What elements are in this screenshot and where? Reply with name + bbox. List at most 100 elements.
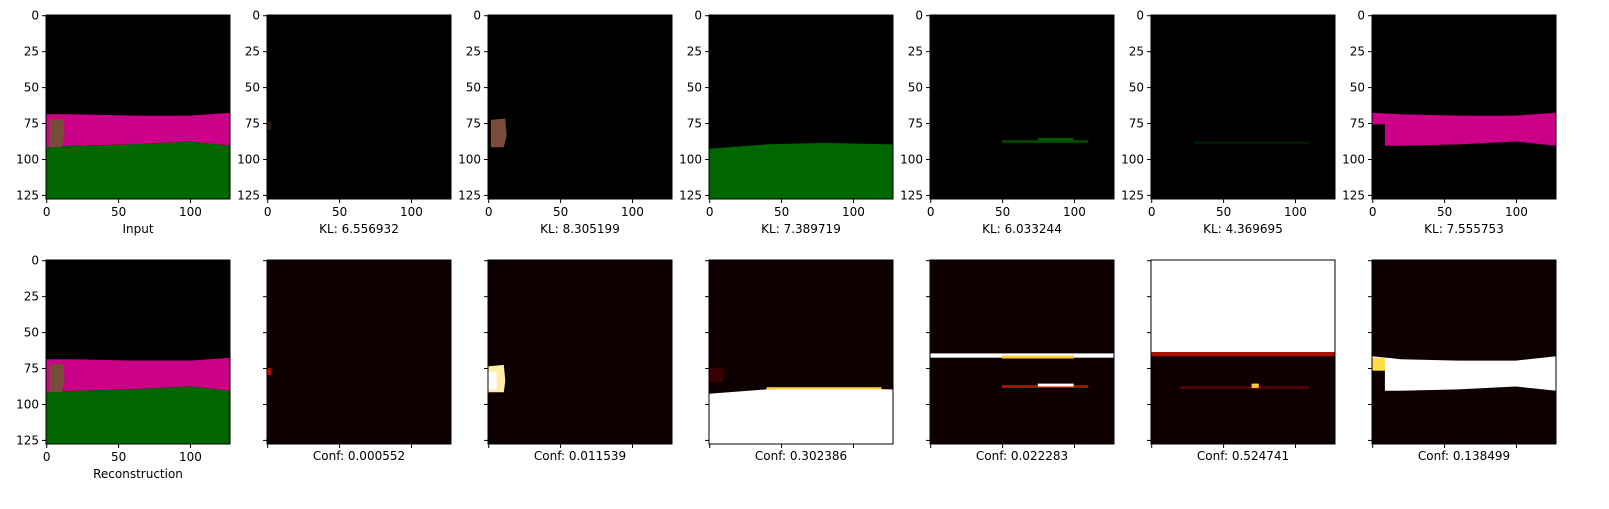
y-tick-label: 50 [1129,81,1144,95]
y-tick-label: 0 [1136,9,1144,23]
panel-caption: KL: 6.556932 [319,222,399,236]
y-tick-label: 50 [908,81,923,95]
panel-caption: Conf: 0.022283 [976,449,1068,463]
green-region [46,386,230,444]
axes-frame [45,14,231,200]
green-line [1194,141,1310,144]
confidence-bottom-line [1001,385,1089,388]
axes-frame [45,259,231,445]
y-tick-label: 25 [24,290,39,304]
panel-caption: Conf: 0.011539 [534,449,626,463]
panel-caption: KL: 7.555753 [1424,222,1504,236]
axes-frame [1150,259,1336,445]
panel-bottom-row-5: Conf: 0.524741 [1147,259,1336,463]
x-tick-label: 50 [995,205,1010,219]
axes-frame [929,259,1115,445]
x-tick-label: 100 [179,450,202,464]
axes-frame [708,259,894,445]
y-tick-label: 0 [694,9,702,23]
panel-bottom-row-1: Conf: 0.000552 [263,259,452,463]
y-tick-label: 0 [31,254,39,268]
x-tick-label: 0 [43,450,51,464]
image-background [1151,15,1335,199]
image-background [1372,15,1556,199]
confidence-bottom-peak [1037,383,1074,387]
axes-frame [1371,14,1557,200]
y-tick-label: 100 [237,152,260,166]
y-tick-label: 50 [687,81,702,95]
axes-frame [266,259,452,445]
confidence-core [488,372,497,390]
confidence-top-edge [1001,355,1074,359]
green-line-peak [1037,137,1074,142]
pink-region [46,357,230,393]
x-tick-label: 0 [927,205,935,219]
panel-bottom-row-3: Conf: 0.302386 [705,259,894,463]
x-tick-label: 50 [774,205,789,219]
x-tick-label: 50 [1216,205,1231,219]
panel-top-row-3: 0 50 100 0 25 50 75 100 125 KL: 7.389719 [679,9,894,236]
y-tick-label: 125 [458,188,481,202]
y-tick-label: 25 [1350,45,1365,59]
y-tick-label: 125 [16,433,39,447]
x-tick-label: 50 [553,205,568,219]
panel-caption: Input [122,222,153,236]
y-tick-label: 125 [900,188,923,202]
y-tick-label: 0 [1357,9,1365,23]
y-tick-label: 100 [900,152,923,166]
brown-region [490,118,507,148]
panel-caption: Reconstruction [93,467,183,481]
y-tick-label: 25 [687,45,702,59]
x-tick-label: 50 [111,450,126,464]
green-region [709,142,893,199]
axes-frame [266,14,452,200]
image-background [488,260,672,444]
y-tick-label: 0 [473,9,481,23]
x-tick-label: 100 [842,205,865,219]
y-tick-label: 75 [245,117,260,131]
panel-caption: Conf: 0.138499 [1418,449,1510,463]
y-tick-label: 125 [1342,188,1365,202]
panel-bottom-row-0: 0 50 100 0 25 50 75 100 125 Reconstruction [16,254,231,481]
x-tick-label: 50 [332,205,347,219]
y-tick-label: 25 [466,45,481,59]
y-tick-label: 50 [245,81,260,95]
x-tick-label: 0 [706,205,714,219]
axes-frame [487,259,673,445]
panel-bottom-row-4: Conf: 0.022283 [926,259,1115,463]
panel-top-row-0: 0 50 100 0 25 50 75 100 125 Input [16,9,231,236]
y-tick-label: 100 [1121,152,1144,166]
x-tick-label: 0 [264,205,272,219]
panel-bottom-row-2: Conf: 0.011539 [484,259,673,463]
y-tick-label: 100 [16,152,39,166]
y-tick-label: 25 [908,45,923,59]
y-tick-label: 125 [1121,188,1144,202]
y-tick-label: 75 [1129,117,1144,131]
y-tick-label: 75 [687,117,702,131]
image-background [930,260,1114,444]
brown-region [48,118,65,148]
y-tick-label: 100 [679,152,702,166]
image-background [267,260,451,444]
panel-bottom-row-6: Conf: 0.138499 [1368,259,1557,463]
confidence-top-line [930,353,1114,358]
axes-frame [708,14,894,200]
confidence-region [1372,356,1556,391]
confidence-edge [766,387,882,390]
x-tick-label: 100 [1284,205,1307,219]
x-tick-label: 0 [43,205,51,219]
panel-caption: Conf: 0.302386 [755,449,847,463]
y-tick-label: 50 [24,81,39,95]
axes-frame [1150,14,1336,200]
x-tick-label: 0 [485,205,493,219]
x-tick-label: 100 [1063,205,1086,219]
y-tick-label: 75 [466,117,481,131]
brown-region [48,363,65,393]
axes-frame [487,14,673,200]
x-tick-label: 100 [179,205,202,219]
green-line [1001,140,1089,143]
y-tick-label: 125 [679,188,702,202]
y-tick-label: 50 [466,81,481,95]
y-tick-label: 75 [24,117,39,131]
